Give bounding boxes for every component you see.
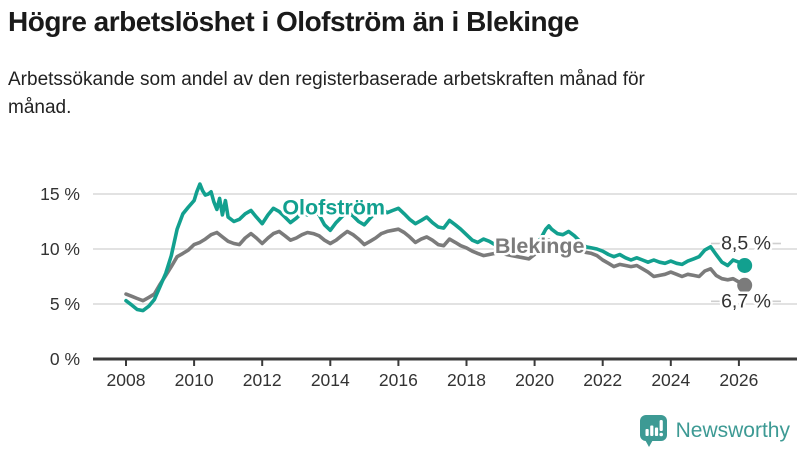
series-name-label-blekinge: Blekinge bbox=[495, 234, 585, 258]
y-tick-label-10: 10 % bbox=[40, 239, 80, 259]
newsworthy-logo: Newsworthy bbox=[639, 414, 790, 448]
x-tick-label-2022: 2022 bbox=[583, 370, 622, 390]
x-tick-label-2026: 2026 bbox=[719, 370, 758, 390]
newsworthy-wordmark: Newsworthy bbox=[675, 419, 790, 442]
y-tick-label-5: 5 % bbox=[50, 294, 80, 314]
x-tick-label-2012: 2012 bbox=[243, 370, 282, 390]
y-tick-label-15: 15 % bbox=[40, 184, 80, 204]
chart-area: 2008 2010 2012 2014 2016 2018 2020 2022 2024 2026… bbox=[0, 162, 800, 412]
series-value-label-blekinge: 6,7 % bbox=[721, 290, 771, 312]
series-name-label-olofstrm: Olofström bbox=[282, 195, 385, 219]
page-title: Högre arbetslöshet i Olofström än i Blek… bbox=[8, 6, 579, 37]
x-tick-label-2008: 2008 bbox=[107, 370, 146, 390]
x-tick-label-2020: 2020 bbox=[515, 370, 554, 390]
x-tick-label-2018: 2018 bbox=[447, 370, 486, 390]
bar-chart-speech-bubble-icon bbox=[639, 415, 667, 447]
chart-subtitle: Arbetssökande som andel av den registerb… bbox=[8, 69, 645, 118]
x-tick-label-2014: 2014 bbox=[311, 370, 350, 390]
series-line-olofstrm bbox=[124, 182, 747, 313]
unemployment-line-chart: 2008 2010 2012 2014 2016 2018 2020 2022 2024 2026… bbox=[40, 182, 797, 390]
y-tick-label-0: 0 % bbox=[50, 349, 80, 369]
series-endpoint-dot-blekinge bbox=[737, 277, 753, 293]
series-value-label-olofstrm: 8,5 % bbox=[721, 233, 771, 255]
x-tick-label-2016: 2016 bbox=[379, 370, 418, 390]
series-line-blekinge bbox=[124, 227, 747, 303]
x-tick-label-2010: 2010 bbox=[175, 370, 214, 390]
series-endpoint-dot-olofstrm bbox=[737, 258, 753, 273]
x-tick-label-2024: 2024 bbox=[651, 370, 690, 390]
